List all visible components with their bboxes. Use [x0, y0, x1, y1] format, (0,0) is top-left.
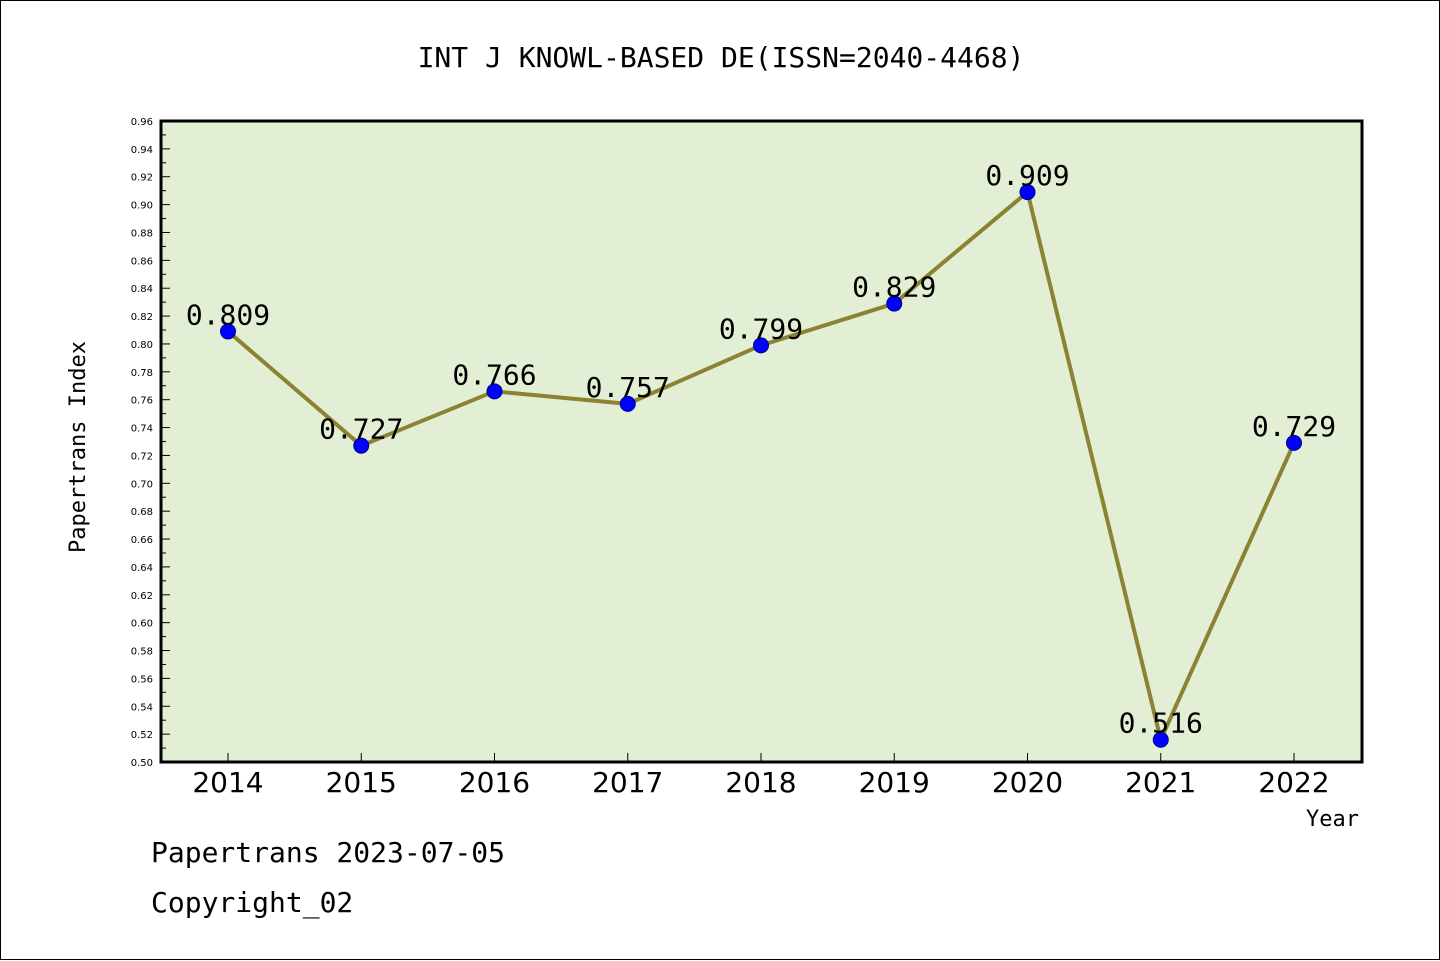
data-value-label: 0.729	[1252, 410, 1336, 443]
y-tick-label: 0.54	[131, 702, 153, 713]
y-tick-label: 0.56	[131, 674, 153, 685]
y-tick-label: 0.94	[131, 145, 153, 156]
y-tick-label: 0.86	[131, 256, 153, 267]
data-value-label: 0.757	[586, 371, 670, 404]
data-value-label: 0.809	[186, 298, 270, 331]
y-tick-label: 0.92	[131, 173, 153, 184]
x-tick-label: 2018	[725, 766, 796, 799]
y-tick-label: 0.76	[131, 396, 153, 407]
y-tick-label: 0.78	[131, 368, 153, 379]
data-point-marker	[619, 395, 636, 412]
x-tick-label: 2014	[192, 766, 263, 799]
data-value-label: 0.727	[319, 413, 403, 446]
y-tick-label: 0.52	[131, 730, 153, 741]
y-tick-label: 0.74	[131, 424, 153, 435]
y-tick-label: 0.58	[131, 647, 153, 658]
data-labels-group: 0.809 0.727 0.766 0.757 0.799 0.829 0.909 0.516…	[186, 159, 1336, 740]
y-tick-label: 0.72	[131, 451, 153, 462]
footer-copyright-text: Copyright_02	[151, 886, 354, 919]
x-tick-label: 2019	[859, 766, 930, 799]
x-tick-label: 2015	[326, 766, 397, 799]
y-tick-label: 0.60	[131, 619, 153, 630]
data-point-marker	[220, 323, 236, 340]
x-tick-label: 2017	[592, 766, 663, 799]
data-point-marker	[1286, 434, 1302, 451]
footer-date-text: Papertrans 2023-07-05	[151, 836, 506, 869]
data-value-label: 0.909	[985, 159, 1069, 192]
x-tick-label: 2022	[1258, 766, 1329, 799]
y-axis-title: Papertrans Index	[66, 341, 91, 553]
data-point-marker	[1019, 184, 1036, 201]
x-tick-label: 2021	[1125, 766, 1196, 799]
x-axis-ticks: 2014 2015 2016 2017 2018 2019 2020 2021 2022	[192, 753, 1330, 799]
data-point-marker	[886, 295, 903, 312]
y-tick-label: 0.68	[131, 507, 153, 518]
data-value-label: 0.516	[1119, 707, 1203, 740]
data-value-label: 0.799	[719, 312, 803, 345]
data-point-marker	[753, 337, 769, 354]
y-tick-label: 0.84	[131, 284, 153, 295]
data-value-label: 0.829	[852, 271, 936, 304]
y-tick-label: 0.90	[131, 201, 153, 212]
series-line-group	[220, 184, 1302, 748]
y-tick-label: 0.82	[131, 312, 153, 323]
y-tick-label: 0.64	[131, 563, 153, 574]
y-tick-label: 0.50	[131, 758, 153, 769]
y-tick-label: 0.88	[131, 228, 153, 239]
y-tick-label: 0.96	[131, 117, 153, 128]
y-tick-label: 0.66	[131, 535, 153, 546]
data-point-marker	[1152, 731, 1169, 748]
x-tick-label: 2016	[459, 766, 530, 799]
y-tick-label: 0.62	[131, 591, 153, 602]
y-tick-label: 0.70	[131, 479, 153, 490]
chart-title: INT J KNOWL-BASED DE(ISSN=2040-4468)	[418, 41, 1025, 74]
y-axis-ticks: 0.50 0.52 0.54 0.56 0.58 0.60 0.62 0.64 0.66 0.68…	[131, 117, 170, 769]
x-axis-title: Year	[1306, 807, 1359, 832]
data-value-label: 0.766	[452, 358, 536, 391]
data-point-marker	[353, 437, 370, 454]
y-tick-label: 0.80	[131, 340, 153, 351]
data-point-marker	[486, 383, 503, 400]
x-tick-label: 2020	[992, 766, 1063, 799]
